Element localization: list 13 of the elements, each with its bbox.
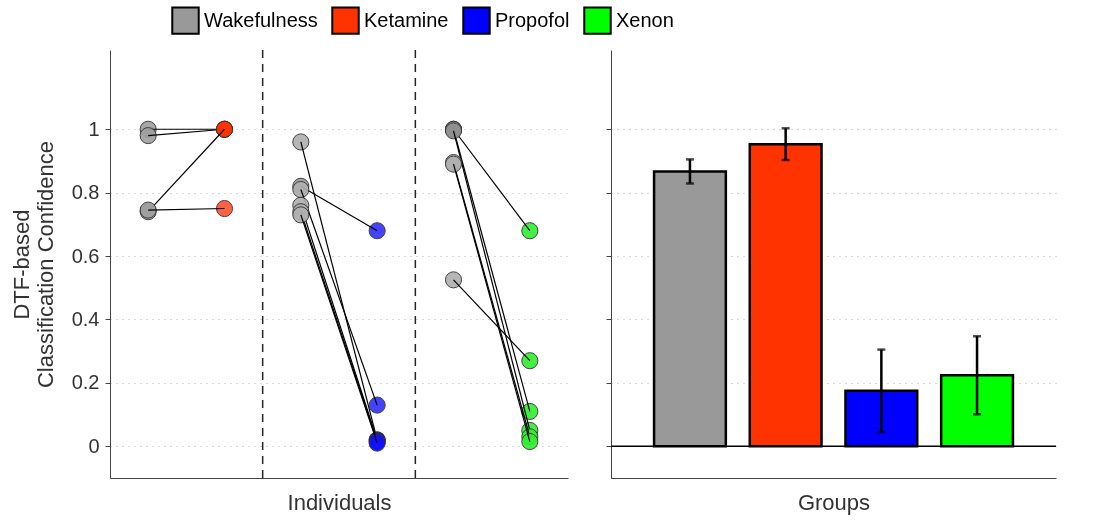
x-axis-title: Groups [797, 489, 871, 515]
y-axis-title: DTF-based Classification Confidence [8, 140, 58, 389]
x-axis-title: Individuals [287, 489, 392, 515]
y-tick-label: 0.6 [71, 244, 100, 267]
legend-label: Ketamine [364, 8, 449, 31]
y-tick-label: 0.4 [71, 307, 100, 330]
legend-label: Wakefulness [204, 8, 318, 31]
y-tick-label: 1 [88, 117, 100, 140]
legend-label: Xenon [616, 8, 674, 31]
legend-label: Propofol [495, 8, 570, 31]
y-tick-label: 0.8 [71, 181, 100, 204]
y-tick-label: 0 [88, 434, 100, 457]
y-tick-label: 0.2 [71, 371, 100, 394]
